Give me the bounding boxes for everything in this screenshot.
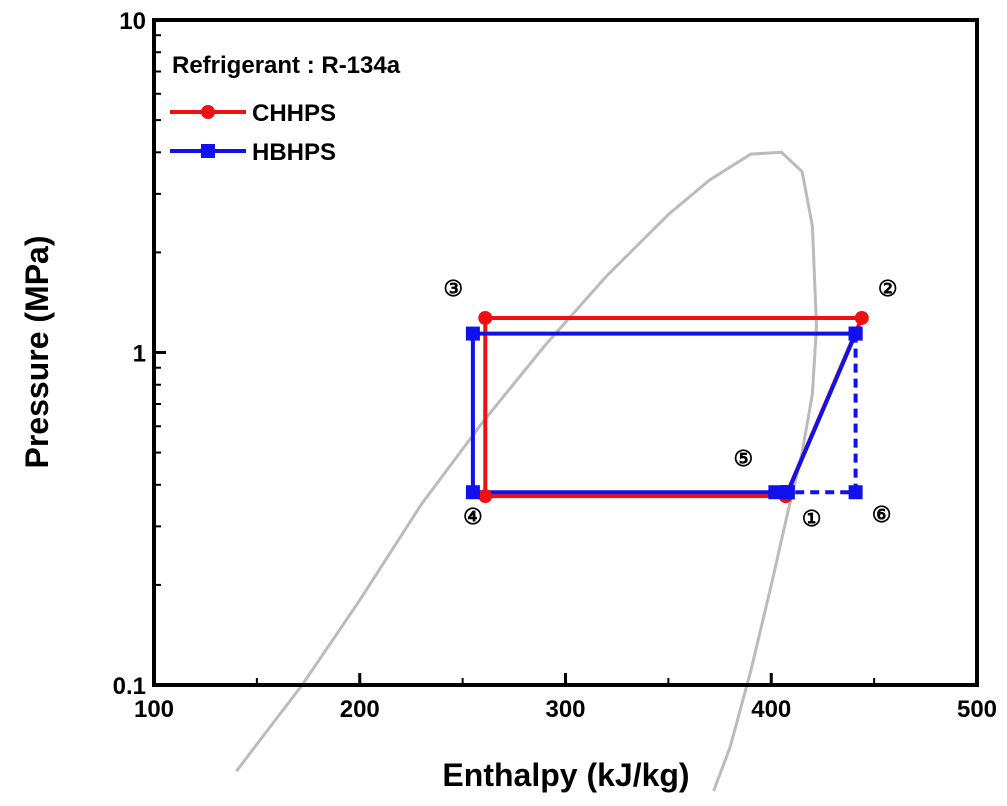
y-axis-title: Pressure (MPa): [19, 236, 55, 469]
legend-marker-chhps: [201, 105, 215, 119]
legend: Refrigerant : R-134a CHHPS HBHPS: [170, 52, 401, 166]
data-point-marker: [465, 326, 480, 341]
series-layer: [470, 316, 865, 499]
state-point-label-2: ②: [878, 276, 898, 301]
data-point-marker: [780, 485, 795, 500]
saturation-dome-curve: [235, 150, 819, 792]
x-axis-title: Enthalpy (kJ/kg): [442, 757, 689, 793]
state-point-label-3: ③: [443, 276, 463, 301]
data-point-marker: [768, 485, 783, 500]
data-point-marker: [478, 310, 493, 325]
data-point-marker: [848, 485, 863, 500]
data-point-marker: [854, 310, 869, 325]
series-line-hbhps: [470, 331, 859, 495]
axis-tick-labels: 100 200 300 400 500 0.1 1 10: [113, 8, 997, 723]
x-tick-label: 500: [957, 696, 997, 723]
y-tick-label: 0.1: [113, 673, 146, 700]
axis-ticks: [152, 18, 979, 687]
data-point-marker: [848, 326, 863, 341]
state-point-label-1: ①: [802, 506, 822, 531]
series-line-chhps: [483, 316, 865, 499]
state-point-label-6: ⑥: [872, 502, 892, 527]
y-tick-label: 1: [133, 341, 146, 368]
x-tick-label: 100: [134, 696, 174, 723]
y-tick-label: 10: [119, 8, 146, 35]
state-point-label-4: ④: [463, 504, 483, 529]
legend-label-hbhps: HBHPS: [252, 139, 336, 166]
legend-header: Refrigerant : R-134a: [172, 52, 401, 79]
state-point-labels: ① ② ③ ④ ⑤ ⑥: [443, 276, 897, 531]
x-tick-label: 300: [545, 696, 585, 723]
data-point-marker: [465, 485, 480, 500]
legend-marker-hbhps: [201, 144, 215, 158]
x-tick-label: 400: [751, 696, 791, 723]
data-point-marker: [478, 489, 493, 504]
legend-label-chhps: CHHPS: [252, 100, 336, 127]
state-point-label-5: ⑤: [733, 446, 753, 471]
markers-layer: [465, 310, 869, 504]
x-tick-label: 200: [340, 696, 380, 723]
